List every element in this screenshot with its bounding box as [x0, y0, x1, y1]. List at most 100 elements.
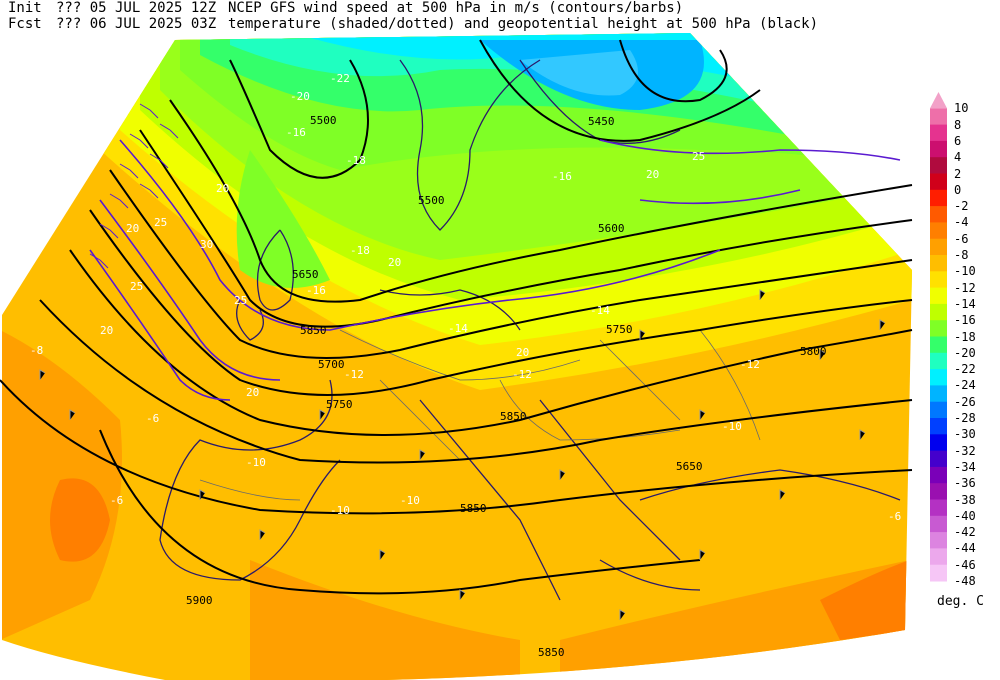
wind-speed-label: 25	[692, 150, 705, 163]
wind-speed-label: 20	[646, 168, 659, 181]
temperature-label: -12	[344, 368, 364, 381]
temperature-label: -6	[146, 412, 159, 425]
legend-swatch	[930, 320, 947, 337]
legend-swatch	[930, 483, 947, 500]
legend-label: -22	[954, 362, 976, 377]
legend-swatch	[930, 466, 947, 484]
legend-label: -44	[954, 541, 976, 556]
legend-swatch	[930, 255, 947, 272]
legend-swatch	[930, 515, 947, 533]
temperature-label: -22	[330, 72, 350, 85]
wind-speed-label: 20	[246, 386, 259, 399]
height-label: 5750	[326, 398, 353, 411]
legend-swatch	[930, 189, 947, 207]
wind-speed-label: 20	[126, 222, 139, 235]
fcst-valid-time: ??? 06 JUL 2025 03Z	[56, 16, 217, 32]
legend-label: -26	[954, 394, 976, 409]
wind-speed-contours	[89, 139, 901, 401]
temperature-label: -12	[740, 358, 760, 371]
legend-label: -16	[954, 313, 976, 328]
fcst-label: Fcst	[8, 16, 42, 32]
height-label: 5800	[800, 345, 827, 358]
temperature-label: -10	[400, 494, 420, 507]
height-label: 5850	[460, 502, 487, 515]
temperature-label: -10	[722, 420, 742, 433]
temperature-label: -18	[350, 244, 370, 257]
temperature-labels: -22 -20 -18 -18 -16 -16 -16 -14 -14 -12 …	[30, 72, 901, 523]
legend-swatch	[930, 303, 947, 321]
legend-swatch	[930, 92, 947, 109]
height-label: 5750	[606, 323, 633, 336]
legend-swatch	[930, 287, 947, 305]
wind-speed-label: 20	[100, 324, 113, 337]
country-borders	[199, 329, 761, 501]
legend-label: -28	[954, 411, 976, 425]
legend-swatch	[930, 124, 947, 142]
legend-label: 0	[954, 182, 962, 197]
legend-label: -32	[954, 443, 976, 458]
legend-swatch	[930, 548, 947, 566]
legend-label: -8	[954, 248, 969, 262]
temperature-label: -16	[306, 284, 326, 297]
height-label: 5600	[598, 222, 625, 235]
height-label: 5700	[318, 358, 345, 371]
legend-label: -34	[954, 459, 976, 474]
wind-speed-label: 20	[216, 182, 229, 195]
legend-label: -18	[954, 329, 976, 344]
legend-label: -10	[954, 264, 976, 279]
height-labels: 5500 5500 5450 5600 5650 5700 5750 5750 …	[186, 114, 827, 659]
height-label: 5450	[588, 115, 615, 128]
legend-swatch	[930, 352, 947, 370]
legend-label: 4	[954, 150, 962, 165]
legend-label: -24	[954, 378, 976, 393]
legend-swatch	[930, 450, 947, 468]
legend-label: -4	[954, 215, 969, 230]
wind-speed-label: 25	[154, 216, 167, 229]
height-label: 5850	[300, 324, 327, 337]
wind-speed-label: 25	[130, 280, 143, 293]
temperature-label: -20	[290, 90, 310, 103]
temperature-label: -10	[246, 456, 266, 469]
init-run-time: ??? 05 JUL 2025 12Z	[56, 0, 217, 16]
height-label: 5500	[310, 114, 337, 127]
legend-swatch	[930, 499, 947, 517]
height-label: 5500	[418, 194, 445, 207]
temperature-label: -10	[330, 504, 350, 517]
legend-label: -12	[954, 280, 976, 295]
legend-label: -6	[954, 231, 969, 246]
legend-swatch	[930, 173, 947, 191]
wind-barbs-weak	[39, 289, 886, 620]
coastlines	[159, 59, 901, 601]
legend-label: -30	[954, 427, 976, 442]
legend-swatch	[930, 418, 947, 435]
temperature-label: -8	[30, 344, 43, 357]
legend-swatch	[930, 564, 947, 582]
height-label: 5850	[500, 410, 527, 423]
wind-speed-label: 30	[200, 238, 213, 251]
legend-colorbar	[930, 92, 947, 582]
init-label: Init	[8, 0, 42, 16]
legend-units: deg. C	[937, 594, 984, 609]
legend-label: -20	[954, 345, 976, 360]
legend-label: 10	[954, 101, 969, 116]
legend-label: -46	[954, 557, 976, 572]
height-label: 5900	[186, 594, 213, 607]
legend-label: -36	[954, 476, 976, 491]
temperature-label: -16	[552, 170, 572, 183]
wind-barbs-strong	[89, 103, 179, 269]
temperature-label: -16	[286, 126, 306, 139]
legend-swatch	[930, 140, 947, 158]
temperature-label: -12	[512, 368, 532, 381]
legend-label: -42	[954, 525, 976, 540]
legend-swatch	[930, 401, 947, 419]
height-label: 5850	[538, 646, 565, 659]
legend-swatch	[930, 238, 947, 256]
height-label: 5650	[676, 460, 703, 473]
legend-label: -40	[954, 508, 976, 523]
wind-speed-labels: 20 20 20 20 20 20 20 25 25 25 25 30	[100, 150, 705, 399]
legend-swatch	[930, 385, 947, 403]
legend-swatch	[930, 206, 947, 223]
legend-label: -14	[954, 296, 976, 311]
legend-label: 6	[954, 133, 962, 148]
